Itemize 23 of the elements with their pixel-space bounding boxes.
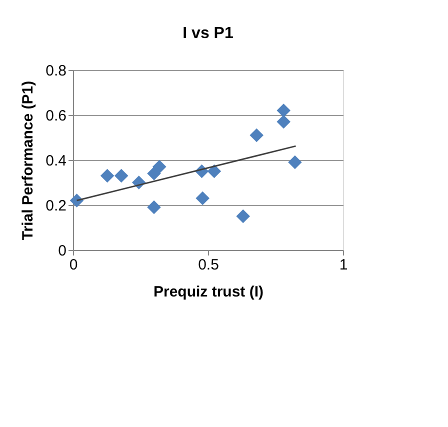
y-tick-label: 0	[58, 242, 66, 260]
y-tick-label: 0.8	[46, 62, 66, 80]
chart-title: I vs P1	[182, 25, 234, 42]
point	[196, 191, 210, 206]
y-tick-label: 0.6	[46, 108, 66, 124]
x-tick-label: 1	[339, 256, 348, 274]
point	[236, 209, 250, 224]
y-tick-label: 0.4	[46, 152, 66, 170]
x-tick-label: 0	[69, 256, 78, 274]
point	[250, 128, 264, 142]
x-tick-label: 0.5	[198, 256, 219, 274]
point	[100, 168, 114, 183]
y-axis-title: Trial Performance (P1)	[20, 80, 37, 240]
point	[288, 155, 302, 170]
point	[276, 114, 290, 129]
point	[70, 194, 84, 208]
point	[207, 164, 222, 178]
x-axis-title: Prequiz trust (I)	[153, 284, 264, 300]
point	[276, 104, 290, 118]
point	[114, 168, 128, 183]
point	[152, 160, 166, 174]
point	[147, 200, 161, 214]
y-tick-label: 0.2	[46, 198, 66, 214]
